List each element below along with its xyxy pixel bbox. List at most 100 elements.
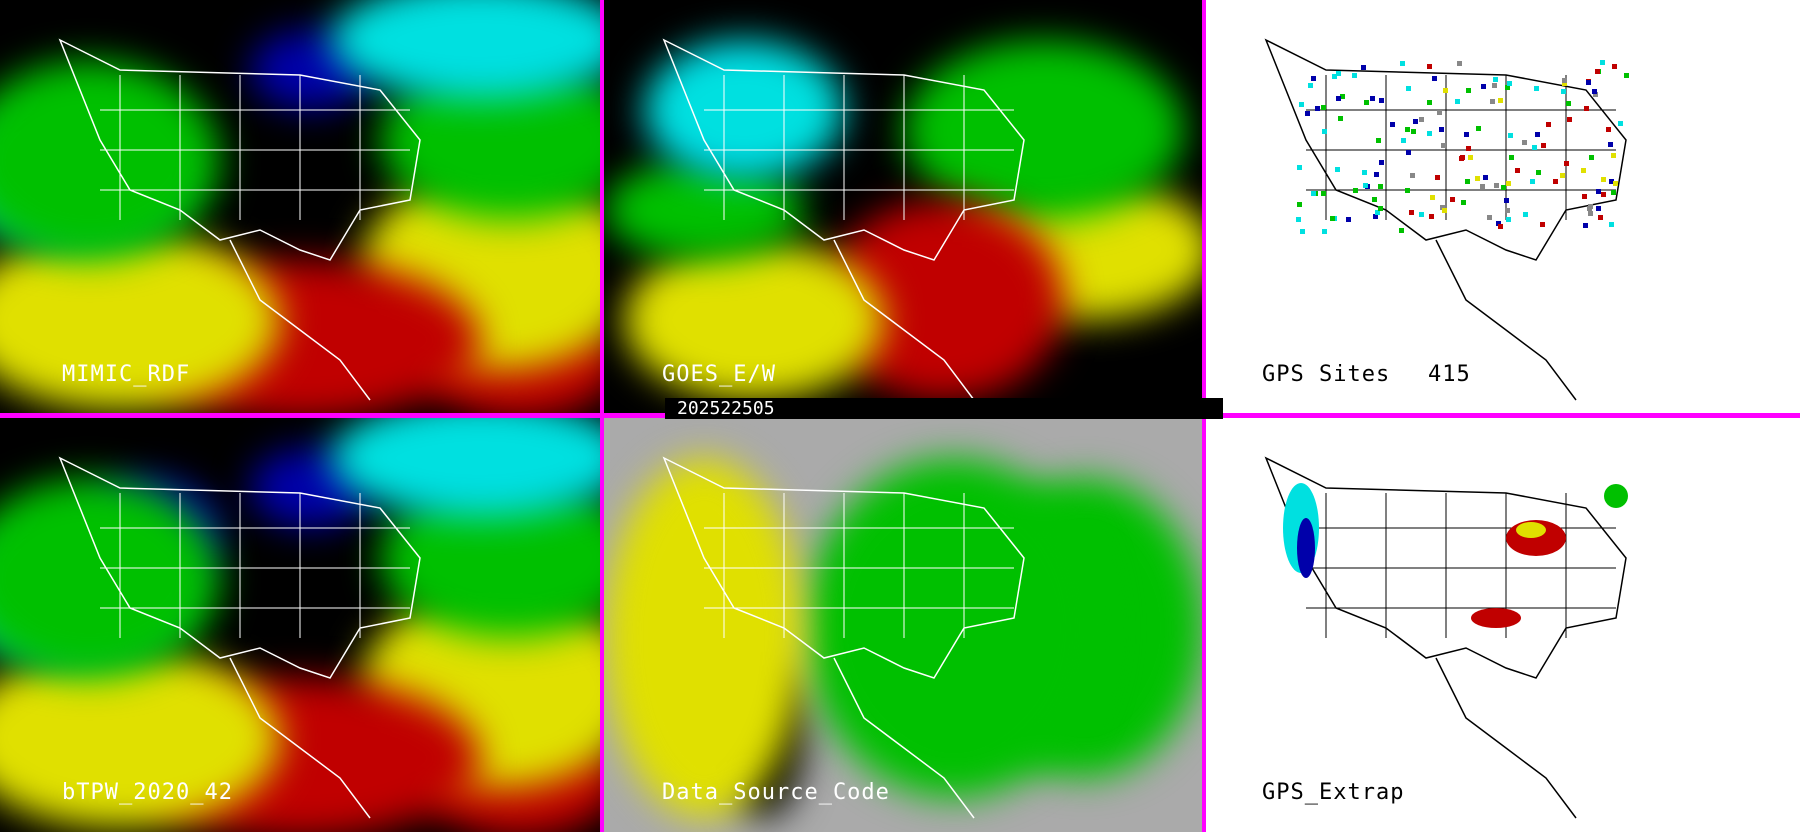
gps-site-marker <box>1437 110 1442 115</box>
gps-site-marker <box>1442 208 1447 213</box>
gps-site-marker <box>1490 99 1495 104</box>
gps-site-marker <box>1582 194 1587 199</box>
panel-label: MIMIC_RDF <box>62 362 191 387</box>
gps-site-marker <box>1609 222 1614 227</box>
gps-site-marker <box>1498 98 1503 103</box>
gps-site-marker <box>1373 214 1378 219</box>
gps-site-marker <box>1378 206 1383 211</box>
gps-site-marker <box>1606 127 1611 132</box>
gps-site-marker <box>1430 195 1435 200</box>
gps-site-count: 415 <box>1428 362 1471 387</box>
gps-site-marker <box>1536 170 1541 175</box>
gps-site-marker <box>1361 65 1366 70</box>
field-region <box>0 60 220 260</box>
gps-site-marker <box>1363 183 1368 188</box>
gps-site-marker <box>1379 160 1384 165</box>
gps-site-marker <box>1455 99 1460 104</box>
gps-site-marker <box>1305 111 1310 116</box>
gps-site-marker <box>1332 74 1337 79</box>
gps-site-marker <box>1299 102 1304 107</box>
gps-site-marker <box>1390 122 1395 127</box>
gps-site-marker <box>1601 192 1606 197</box>
gps-site-marker <box>1352 73 1357 78</box>
gps-site-marker <box>1432 76 1437 81</box>
gps-site-marker <box>1588 211 1593 216</box>
gps-site-marker <box>1465 179 1470 184</box>
gps-site-marker <box>1401 138 1406 143</box>
gps-site-marker <box>1507 81 1512 86</box>
gps-site-marker <box>1583 223 1588 228</box>
gps-site-marker <box>1493 77 1498 82</box>
gps-site-marker <box>1481 84 1486 89</box>
field-region <box>0 230 280 410</box>
panel-mimic-rdf: MIMIC_RDF <box>0 0 600 413</box>
gps-site-marker <box>1584 106 1589 111</box>
panel-gps-sites: GPS Sites 415 <box>1206 0 1800 413</box>
panel-label: bTPW_2020_42 <box>62 780 233 805</box>
gps-site-marker <box>1494 183 1499 188</box>
gps-site-marker <box>1601 177 1606 182</box>
gps-site-marker <box>1321 191 1326 196</box>
gps-site-marker <box>1466 146 1471 151</box>
map-outline <box>1264 456 1628 819</box>
gps-site-marker <box>1535 132 1540 137</box>
gps-site-marker <box>1609 179 1614 184</box>
gps-site-marker <box>1618 121 1623 126</box>
gps-site-marker <box>1440 205 1445 210</box>
map-outline <box>58 456 421 819</box>
gps-site-marker <box>1411 129 1416 134</box>
gps-site-marker <box>1506 181 1511 186</box>
gps-site-marker <box>1336 71 1341 76</box>
gps-site-marker <box>1296 217 1301 222</box>
gps-site-marker <box>1592 89 1597 94</box>
gps-site-marker <box>1596 206 1601 211</box>
gps-site-marker <box>1370 96 1375 101</box>
gps-site-marker <box>1487 215 1492 220</box>
gps-site-marker <box>1311 76 1316 81</box>
gps-site-marker <box>1509 155 1514 160</box>
gps-site-marker <box>1480 184 1485 189</box>
gps-site-marker <box>1564 161 1569 166</box>
gps-site-marker <box>1374 172 1379 177</box>
map-outline <box>58 38 421 401</box>
gps-site-marker <box>1443 88 1448 93</box>
gps-site-marker <box>1466 88 1471 93</box>
panel-data-source-code: Data_Source_Code <box>604 418 1202 832</box>
map-outline <box>662 456 1025 819</box>
panel-btpw: bTPW_2020_42 <box>0 418 600 832</box>
gps-site-marker <box>1560 173 1565 178</box>
gps-site-marker <box>1476 126 1481 131</box>
gps-site-marker <box>1598 215 1603 220</box>
gps-site-marker <box>1435 175 1440 180</box>
gps-site-marker <box>1515 168 1520 173</box>
gps-site-marker <box>1611 190 1616 195</box>
gps-site-marker <box>1376 138 1381 143</box>
gps-site-marker <box>1409 210 1414 215</box>
panel-label: GOES_E/W <box>662 362 776 387</box>
gps-site-marker <box>1439 127 1444 132</box>
gps-site-marker <box>1427 131 1432 136</box>
gps-site-marker <box>1475 176 1480 181</box>
gps-site-marker <box>1308 83 1313 88</box>
gps-site-marker <box>1530 179 1535 184</box>
gps-site-marker <box>1340 94 1345 99</box>
gps-site-marker <box>1399 228 1404 233</box>
gps-site-marker <box>1353 188 1358 193</box>
gps-site-marker <box>1540 222 1545 227</box>
gps-site-marker <box>1553 179 1558 184</box>
panel-label: GPS Sites <box>1262 362 1391 387</box>
gps-site-marker <box>1596 189 1601 194</box>
gps-site-marker <box>1589 155 1594 160</box>
gps-site-marker <box>1508 133 1513 138</box>
gps-site-marker <box>1321 105 1326 110</box>
gps-site-marker <box>1346 217 1351 222</box>
gps-site-marker <box>1372 197 1377 202</box>
gps-site-marker <box>1315 106 1320 111</box>
gps-site-marker <box>1595 69 1600 74</box>
field-region <box>0 478 220 678</box>
gps-site-marker <box>1429 214 1434 219</box>
gps-site-marker <box>1612 64 1617 69</box>
gps-site-marker <box>1461 200 1466 205</box>
gps-site-marker <box>1483 175 1488 180</box>
gps-site-marker <box>1600 60 1605 65</box>
